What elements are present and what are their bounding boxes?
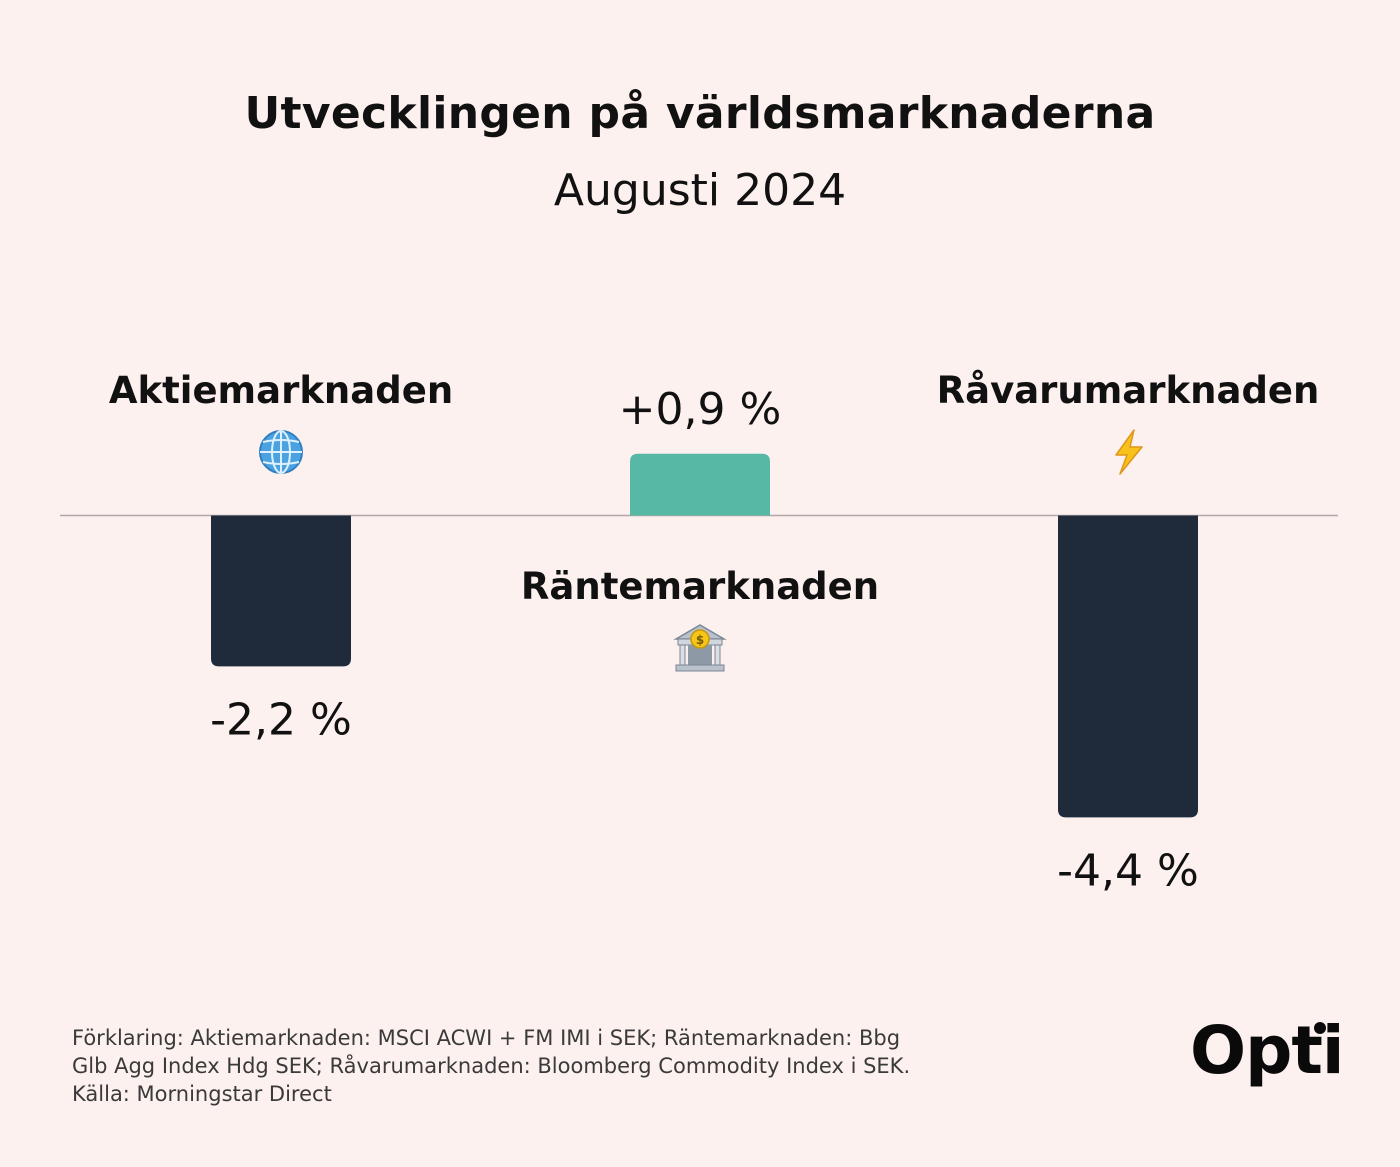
opti-logo: Opti [1190, 1012, 1345, 1089]
bank-icon: $ [673, 624, 727, 672]
footnote: Förklaring: Aktiemarknaden: MSCI ACWI + … [72, 1024, 1072, 1108]
source-line: Källa: Morningstar Direct [72, 1082, 332, 1106]
value-label: -2,2 % [210, 694, 352, 745]
category-label: Aktiemarknaden [109, 369, 453, 412]
category-label: Råvarumarknaden [937, 369, 1320, 412]
chart-title: Utvecklingen på världsmarknaderna [244, 88, 1156, 139]
value-label: +0,9 % [619, 384, 782, 435]
svg-text:$: $ [696, 633, 704, 647]
footnote-line: Förklaring: Aktiemarknaden: MSCI ACWI + … [72, 1026, 901, 1050]
bar-räntemarknaden [630, 453, 770, 516]
bar-chart: -2,2 % Aktiemarknaden +0,9 % Räntemarknaden… [60, 369, 1338, 896]
logo-dot [1314, 1022, 1326, 1034]
lightning-icon [1115, 429, 1143, 475]
category-label: Räntemarknaden [521, 565, 879, 608]
bar-råvarumarknaden [1058, 515, 1198, 818]
bar-aktiemarknaden [211, 515, 351, 667]
footnote-line: Glb Agg Index Hdg SEK; Råvarumarknaden: … [72, 1054, 911, 1078]
chart-subtitle: Augusti 2024 [553, 165, 847, 216]
value-label: -4,4 % [1057, 845, 1199, 896]
globe-icon [259, 430, 303, 474]
